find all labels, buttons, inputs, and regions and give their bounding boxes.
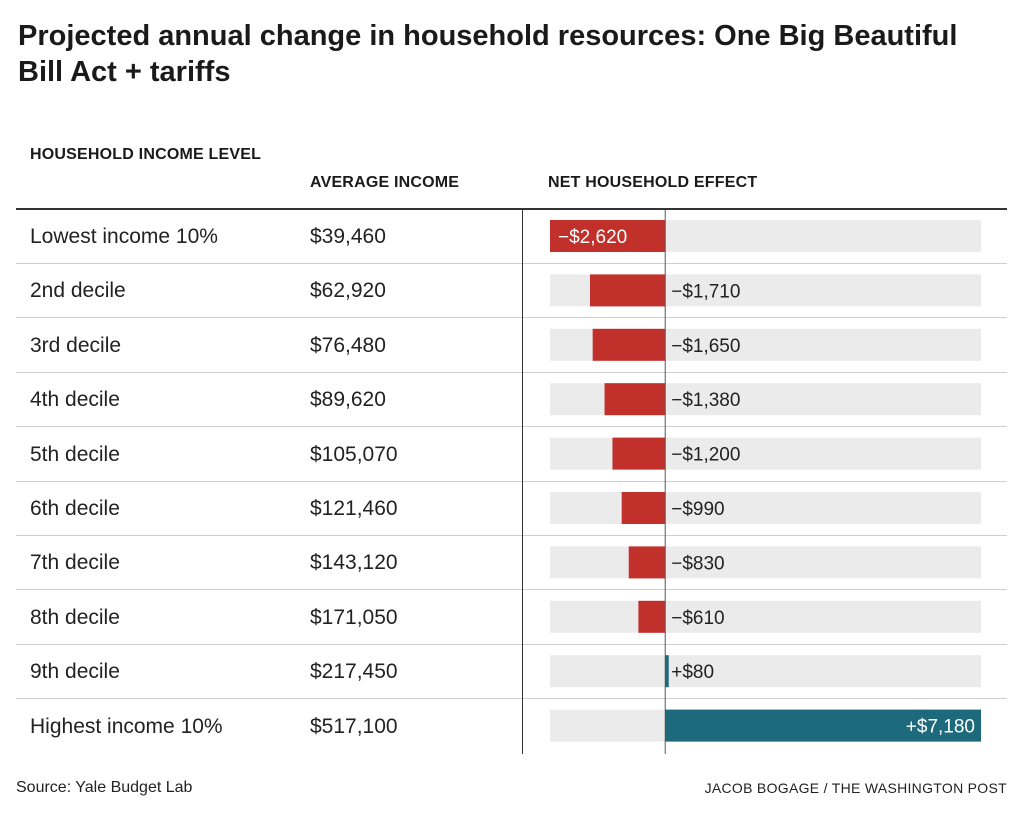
average-income-value: $517,100 [310,714,398,738]
income-level-label: 6th decile [30,497,120,520]
table-row: 5th decile $105,070 [16,428,1007,482]
income-level-label: 7th decile [30,551,120,575]
average-income-value: $89,620 [310,388,386,412]
table-row: Highest income 10% $517,100 [16,700,1007,754]
average-income-value: $143,120 [310,551,398,575]
chart-title: Projected annual change in household res… [18,20,958,88]
table-row: 9th decile $217,450 [16,645,1007,700]
source-note: Source: Yale Budget Lab [16,779,193,796]
income-level-label: Highest income 10% [30,714,223,738]
average-income-value: $105,070 [310,442,398,466]
header-income-level: HOUSEHOLD INCOME LEVEL [30,146,262,163]
table-row: 7th decile $143,120 [16,536,1007,591]
income-level-label: 2nd decile [30,279,126,303]
income-level-label: 9th decile [30,660,120,684]
table-row: Lowest income 10% $39,460 [16,210,1007,264]
data-table: Lowest income 10% $39,460 2nd decile $62,92… [16,210,1007,754]
table-row: 3rd decile $76,480 [16,319,1007,373]
table-top-rule [16,208,1007,210]
average-income-value: $121,460 [310,497,398,520]
income-level-label: Lowest income 10% [30,225,218,248]
header-average-income: AVERAGE INCOME [310,174,460,191]
income-level-label: 8th decile [30,605,120,629]
average-income-value: $217,450 [310,660,398,684]
header-net-effect: NET HOUSEHOLD EFFECT [548,174,758,191]
table-row: 2nd decile $62,920 [16,264,1007,319]
average-income-value: $171,050 [310,605,398,629]
table-row: 6th decile $121,460 [16,482,1007,536]
table-row: 8th decile $171,050 [16,591,1007,645]
income-level-label: 3rd decile [30,333,122,357]
credit-line: JACOB BOGAGE / THE WASHINGTON POST [704,780,1007,796]
column-divider [522,208,523,754]
average-income-value: $39,460 [310,225,386,248]
income-level-label: 4th decile [30,388,120,412]
average-income-value: $76,480 [310,333,386,357]
income-level-label: 5th decile [30,442,120,466]
average-income-value: $62,920 [310,279,386,303]
table-row: 4th decile $89,620 [16,373,1007,428]
